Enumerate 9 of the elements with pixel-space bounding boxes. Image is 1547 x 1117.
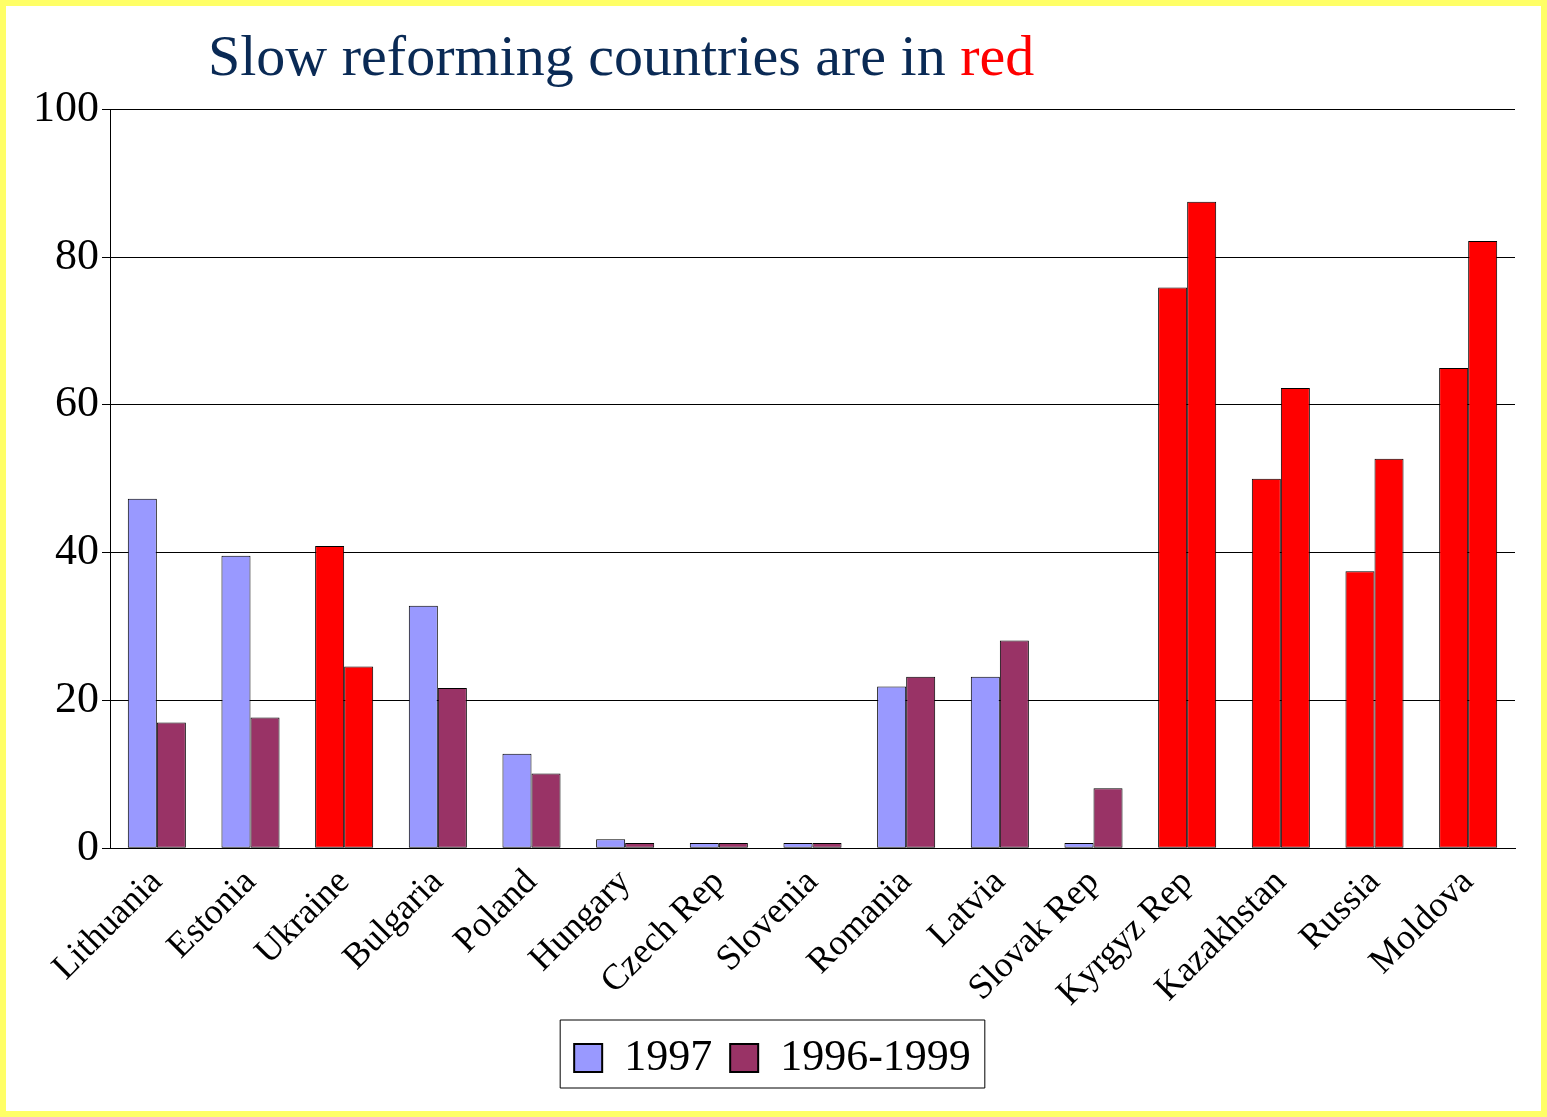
legend-label: 1996-1999 (780, 1030, 971, 1080)
y-tick-label: 60 (55, 377, 99, 427)
y-tick-label: 0 (77, 820, 99, 870)
y-tick-label: 80 (55, 229, 99, 279)
chart-title: Slow reforming countries are in red (208, 22, 1035, 89)
legend-label: 1997 (624, 1030, 713, 1080)
y-tick-label: 40 (55, 525, 99, 575)
y-tick-label: 20 (55, 673, 99, 722)
y-tick-label: 100 (33, 81, 99, 131)
